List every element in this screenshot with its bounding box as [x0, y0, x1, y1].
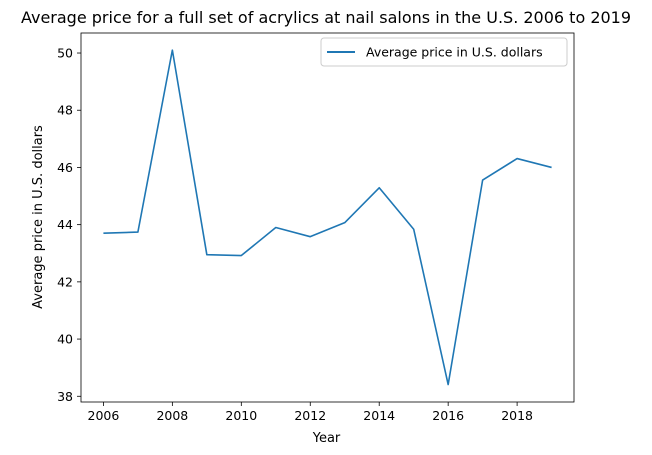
- y-tick-label: 46: [57, 160, 73, 175]
- y-tick-label: 48: [57, 103, 73, 118]
- x-tick-label: 2018: [501, 408, 533, 423]
- y-tick-label: 40: [57, 332, 73, 347]
- plot-area: [80, 32, 575, 403]
- x-tick-label: 2012: [294, 408, 326, 423]
- x-axis-label: Year: [312, 431, 341, 446]
- y-tick-label: 42: [57, 274, 73, 289]
- series-line: [103, 49, 552, 386]
- chart-title: Average price for a full set of acrylics…: [21, 8, 631, 27]
- y-axis-label: Average price in U.S. dollars: [31, 125, 46, 309]
- legend: Average price in U.S. dollars: [320, 37, 568, 67]
- x-tick-label: 2008: [156, 408, 188, 423]
- x-tick-label: 2014: [363, 408, 395, 423]
- x-axis: 2006 2008 2010 2012 2014 2016 2018: [88, 402, 533, 423]
- x-tick-label: 2006: [88, 408, 120, 423]
- y-tick-label: 44: [57, 217, 73, 232]
- y-axis: 38 40 42 44 46 48 50: [57, 46, 81, 404]
- x-tick-label: 2010: [225, 408, 257, 423]
- y-tick-label: 38: [57, 389, 73, 404]
- x-tick-label: 2016: [432, 408, 464, 423]
- series-layer: [103, 49, 552, 386]
- legend-label: Average price in U.S. dollars: [366, 45, 543, 60]
- y-tick-label: 50: [57, 46, 73, 61]
- plot-frame: [80, 32, 575, 403]
- legend-box: [320, 37, 568, 67]
